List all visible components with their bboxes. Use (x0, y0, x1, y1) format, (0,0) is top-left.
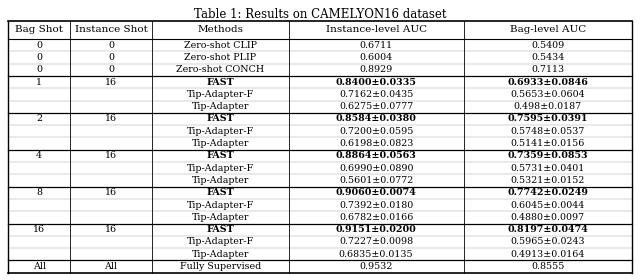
Text: 0: 0 (36, 41, 42, 50)
Text: Zero-shot CONCH: Zero-shot CONCH (176, 65, 264, 74)
Text: 0.7359±0.0853: 0.7359±0.0853 (508, 151, 588, 160)
Text: 8: 8 (36, 188, 42, 197)
Text: 0.4880±0.0097: 0.4880±0.0097 (511, 213, 585, 222)
Text: 16: 16 (33, 225, 45, 234)
Text: Bag-level AUC: Bag-level AUC (509, 25, 586, 34)
Text: 0: 0 (108, 41, 114, 50)
Text: 0.5731±0.0401: 0.5731±0.0401 (511, 164, 585, 173)
Text: 0.6198±0.0823: 0.6198±0.0823 (339, 139, 413, 148)
Text: 0.8400±0.0335: 0.8400±0.0335 (336, 78, 417, 87)
Text: 0.7227±0.0098: 0.7227±0.0098 (339, 237, 413, 246)
Text: 0.498±0.0187: 0.498±0.0187 (514, 102, 582, 111)
Text: 0.8197±0.0474: 0.8197±0.0474 (508, 225, 588, 234)
Text: 0.5965±0.0243: 0.5965±0.0243 (511, 237, 585, 246)
Text: 4: 4 (36, 151, 42, 160)
Text: 16: 16 (105, 78, 117, 87)
Text: FAST: FAST (206, 188, 234, 197)
Text: FAST: FAST (206, 225, 234, 234)
Text: 2: 2 (36, 115, 42, 123)
Text: 0: 0 (36, 53, 42, 62)
Text: 0.6990±0.0890: 0.6990±0.0890 (339, 164, 413, 173)
Text: 16: 16 (105, 188, 117, 197)
Text: 0.9060±0.0074: 0.9060±0.0074 (336, 188, 417, 197)
Text: Bag Shot: Bag Shot (15, 25, 63, 34)
Text: 0: 0 (36, 65, 42, 74)
Text: Tip-Adapter: Tip-Adapter (191, 139, 249, 148)
Text: 0.6275±0.0777: 0.6275±0.0777 (339, 102, 413, 111)
Text: 0.5434: 0.5434 (531, 53, 564, 62)
Text: 0.5748±0.0537: 0.5748±0.0537 (511, 127, 585, 136)
Text: Tip-Adapter: Tip-Adapter (191, 102, 249, 111)
Text: 0.5409: 0.5409 (531, 41, 564, 50)
Text: 1: 1 (36, 78, 42, 87)
Text: FAST: FAST (206, 115, 234, 123)
Text: Tip-Adapter-F: Tip-Adapter-F (186, 164, 254, 173)
Text: 0.7162±0.0435: 0.7162±0.0435 (339, 90, 413, 99)
Text: 0.6835±0.0135: 0.6835±0.0135 (339, 250, 413, 259)
Text: Instance Shot: Instance Shot (74, 25, 147, 34)
Text: 0.6933±0.0846: 0.6933±0.0846 (508, 78, 588, 87)
Text: Instance-level AUC: Instance-level AUC (326, 25, 427, 34)
Text: 16: 16 (105, 151, 117, 160)
Text: Methods: Methods (197, 25, 243, 34)
Text: 0: 0 (108, 53, 114, 62)
Text: Table 1: Results on CAMELYON16 dataset: Table 1: Results on CAMELYON16 dataset (194, 8, 446, 21)
Text: 0.8864±0.0563: 0.8864±0.0563 (336, 151, 417, 160)
Text: Tip-Adapter: Tip-Adapter (191, 176, 249, 185)
Text: Tip-Adapter-F: Tip-Adapter-F (186, 90, 254, 99)
Text: 0.7742±0.0249: 0.7742±0.0249 (508, 188, 588, 197)
Text: Tip-Adapter-F: Tip-Adapter-F (186, 127, 254, 136)
Text: FAST: FAST (206, 151, 234, 160)
Text: 0: 0 (108, 65, 114, 74)
Text: 0.8929: 0.8929 (360, 65, 393, 74)
Text: 0.7200±0.0595: 0.7200±0.0595 (339, 127, 413, 136)
Text: 0.9532: 0.9532 (360, 262, 393, 271)
Text: 0.5141±0.0156: 0.5141±0.0156 (511, 139, 585, 148)
Text: 0.6782±0.0166: 0.6782±0.0166 (339, 213, 413, 222)
Text: 0.5653±0.0604: 0.5653±0.0604 (511, 90, 585, 99)
Text: 0.5601±0.0772: 0.5601±0.0772 (339, 176, 413, 185)
Text: All: All (104, 262, 118, 271)
Text: 0.9151±0.0200: 0.9151±0.0200 (336, 225, 417, 234)
Text: Tip-Adapter-F: Tip-Adapter-F (186, 237, 254, 246)
Text: 0.6711: 0.6711 (360, 41, 393, 50)
Text: 0.8584±0.0380: 0.8584±0.0380 (336, 115, 417, 123)
Text: 16: 16 (105, 115, 117, 123)
Text: 0.8555: 0.8555 (531, 262, 564, 271)
Text: 0.7392±0.0180: 0.7392±0.0180 (339, 200, 413, 209)
Text: Tip-Adapter-F: Tip-Adapter-F (186, 200, 254, 209)
Text: All: All (33, 262, 46, 271)
Text: 0.7595±0.0391: 0.7595±0.0391 (508, 115, 588, 123)
Text: 0.7113: 0.7113 (531, 65, 564, 74)
Text: 0.6004: 0.6004 (360, 53, 393, 62)
Text: FAST: FAST (206, 78, 234, 87)
Text: 0.6045±0.0044: 0.6045±0.0044 (511, 200, 585, 209)
Text: Zero-shot PLIP: Zero-shot PLIP (184, 53, 256, 62)
Text: Tip-Adapter: Tip-Adapter (191, 250, 249, 259)
Text: Tip-Adapter: Tip-Adapter (191, 213, 249, 222)
Text: 0.5321±0.0152: 0.5321±0.0152 (511, 176, 585, 185)
Text: 16: 16 (105, 225, 117, 234)
Text: Zero-shot CLIP: Zero-shot CLIP (184, 41, 257, 50)
Text: Fully Supervised: Fully Supervised (180, 262, 260, 271)
Text: 0.4913±0.0164: 0.4913±0.0164 (511, 250, 585, 259)
